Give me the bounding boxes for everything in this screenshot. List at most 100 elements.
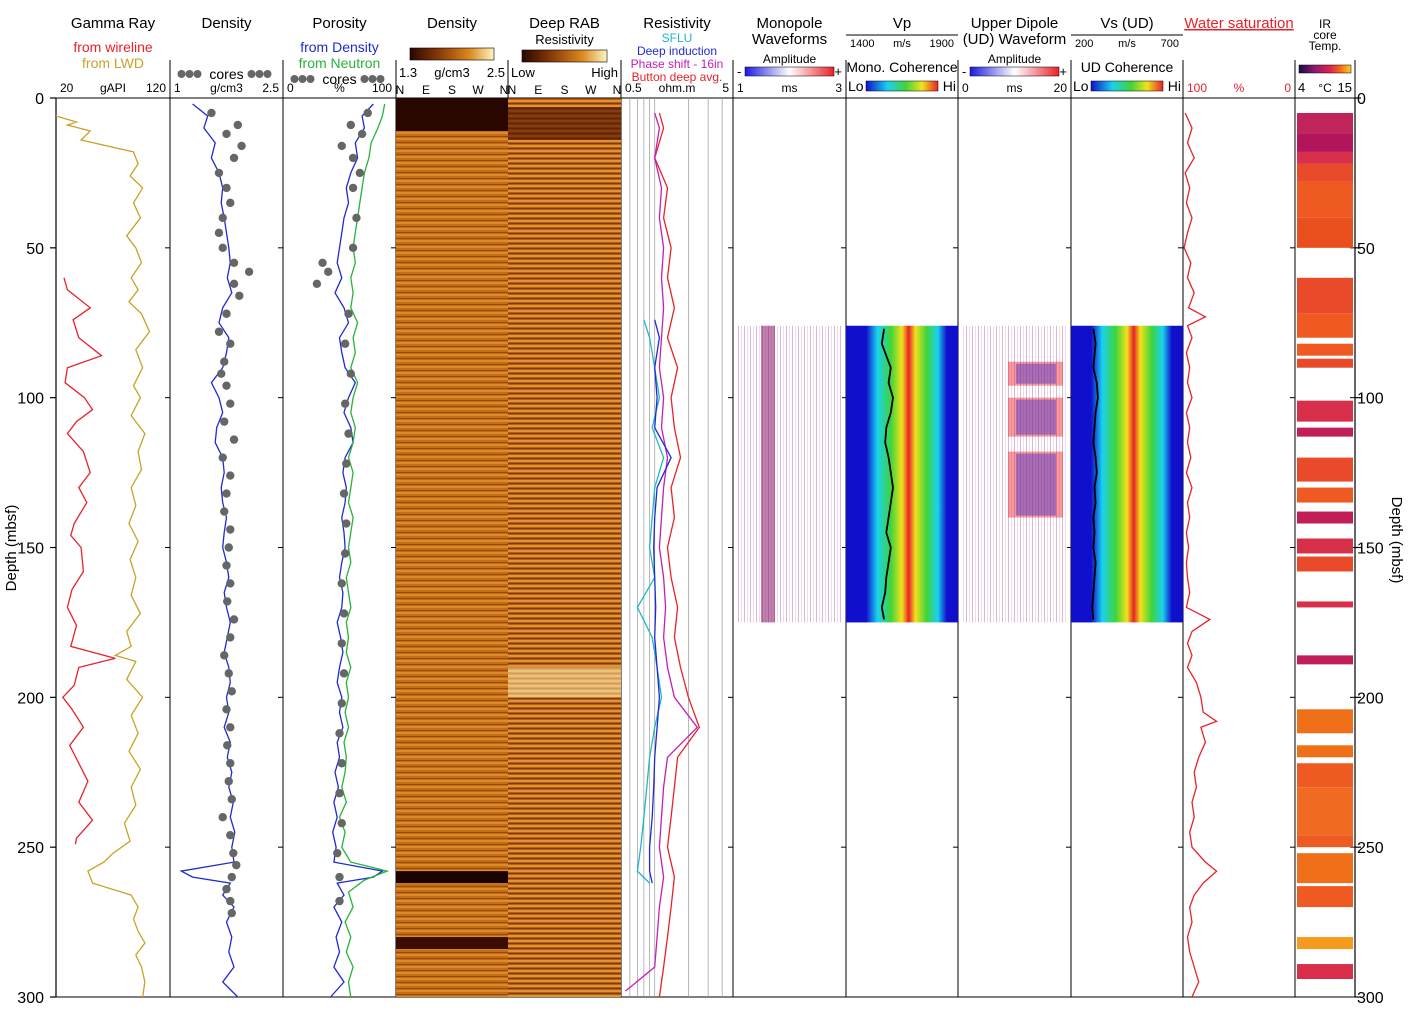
core-sample-point — [233, 120, 242, 130]
ir-temperature-band — [1297, 787, 1353, 836]
core-sample-point — [222, 381, 231, 390]
depth-tick-label: 0 — [35, 91, 44, 108]
colorbar — [521, 49, 608, 63]
depth-tick-label: 50 — [1357, 241, 1375, 258]
track-title: IR — [1319, 17, 1331, 31]
core-sample-point — [342, 459, 351, 468]
track-title: Resistivity — [535, 32, 594, 47]
core-sample-point — [340, 339, 350, 348]
ir-temperature-band — [1297, 709, 1353, 734]
core-sample-point — [217, 369, 226, 378]
core-sample-point — [227, 908, 236, 918]
core-sample-point — [224, 543, 233, 552]
core-sample-point — [237, 141, 246, 151]
core-sample-point — [222, 309, 231, 318]
rab-image — [508, 98, 621, 997]
core-sample-point — [335, 729, 344, 738]
scale-unit: % — [1234, 81, 1245, 95]
core-sample-point — [224, 669, 233, 678]
ir-temperature-band — [1297, 133, 1353, 152]
track-title: Waveforms — [752, 31, 827, 48]
azimuth-label: N — [508, 83, 517, 97]
core-sample-point — [340, 549, 350, 558]
legend-dot-marker — [368, 75, 377, 83]
ir-temperature-band — [1297, 277, 1353, 314]
legend-label: from LWD — [82, 55, 144, 71]
core-sample-point — [333, 848, 342, 858]
ir-temperature-band — [1297, 487, 1353, 503]
coherence-title: Mono. Coherence — [846, 59, 958, 75]
colorbar-min-label: Low — [511, 65, 535, 80]
legend-label: Phase shift - 16in — [631, 57, 724, 71]
colorbar-unit: °C — [1318, 81, 1332, 95]
scale-min-label: 0 — [962, 81, 969, 95]
depth-tick-label: 0 — [1357, 91, 1366, 108]
legend-dot-marker — [247, 70, 256, 78]
colorbar — [744, 66, 835, 77]
core-sample-point — [244, 267, 254, 277]
series-line-deep-induction — [648, 319, 672, 884]
core-sample-point — [214, 168, 224, 178]
colorbar-min-label: 1.3 — [399, 65, 417, 80]
colorbar-min-label: - — [737, 64, 741, 79]
core-sample-point — [324, 267, 333, 277]
scale-unit: ms — [782, 81, 798, 95]
core-sample-point — [226, 633, 235, 642]
core-sample-point — [335, 872, 344, 882]
scale-max-label: 120 — [146, 81, 166, 95]
series-line-vs-ud- — [1091, 328, 1099, 620]
core-sample-point — [340, 399, 350, 408]
azimuth-label: W — [472, 83, 484, 97]
core-sample-point — [335, 896, 344, 906]
core-sample-point — [339, 669, 349, 678]
colorbar — [1090, 80, 1164, 92]
series-line-vp — [880, 328, 894, 620]
scale-unit: ohm.m — [659, 81, 696, 95]
depth-tick-label: 300 — [1357, 990, 1384, 1007]
scale-min-label: 0.5 — [625, 81, 642, 95]
core-sample-point — [335, 789, 344, 798]
track-title: Upper Dipole — [971, 15, 1059, 32]
core-sample-point — [226, 471, 235, 480]
core-sample-point — [222, 884, 231, 894]
core-sample-point — [357, 129, 367, 139]
azimuth-label: N — [396, 83, 405, 97]
depth-tick-label: 250 — [17, 840, 44, 857]
colorbar-max-label: Hi — [1168, 78, 1181, 94]
ir-temperature-band — [1297, 181, 1353, 218]
core-sample-point — [337, 699, 346, 708]
scale-min-label: 20 — [60, 81, 74, 95]
depth-tick-label: 150 — [17, 541, 44, 558]
ir-temperature-band — [1297, 745, 1353, 758]
core-sample-point — [226, 399, 235, 408]
depth-tick-label: 200 — [17, 690, 44, 707]
ir-temperature-band — [1297, 358, 1353, 368]
coherence-image — [846, 325, 958, 623]
track-density-image: Density 1.3 g/cm3 2.5 N E S W N — [396, 15, 509, 998]
legend-dot-marker — [306, 75, 315, 83]
azimuth-label: W — [585, 83, 597, 97]
colorbar — [969, 66, 1060, 77]
scale-max-label: 20 — [1054, 81, 1068, 95]
core-sample-point — [337, 818, 346, 828]
core-sample-point — [229, 153, 239, 163]
scale-max-label: 5 — [722, 81, 729, 95]
core-sample-point — [226, 759, 235, 768]
core-sample-point — [312, 279, 322, 288]
core-sample-point — [348, 243, 358, 253]
ir-temperature-band — [1297, 937, 1353, 950]
colorbar-max-label: Hi — [943, 78, 956, 94]
scale-max-label: 2.5 — [262, 81, 279, 95]
colorbar-min-label: Lo — [848, 78, 864, 94]
ir-temperature-band — [1297, 964, 1353, 980]
series-line-from-lwd — [55, 115, 151, 998]
series-line-water-saturation — [1183, 112, 1219, 998]
depth-tick-label: 100 — [1357, 391, 1384, 408]
waveform-first-arrival — [761, 325, 775, 623]
ir-temperature-band — [1297, 427, 1353, 437]
ir-temperature-band — [1297, 151, 1353, 164]
